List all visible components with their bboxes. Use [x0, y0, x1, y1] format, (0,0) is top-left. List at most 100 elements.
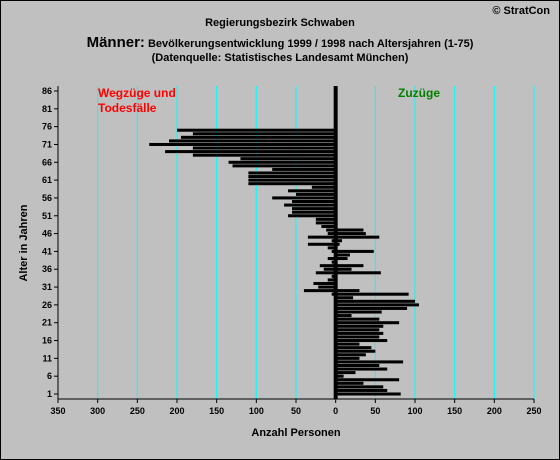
bar-outflow — [284, 203, 336, 207]
bar-outflow — [315, 221, 336, 225]
bar-inflow — [335, 353, 366, 357]
x-tick-label: 100 — [407, 406, 422, 416]
bar-outflow — [248, 182, 336, 186]
y-tick-label: 21 — [42, 318, 52, 328]
y-tick-label: 86 — [42, 86, 52, 96]
bar-outflow — [192, 153, 336, 157]
bar-outflow — [307, 235, 336, 239]
bar-outflow — [272, 167, 336, 171]
y-tick-label: 41 — [42, 246, 52, 256]
bar-inflow — [335, 257, 348, 261]
bar-outflow — [192, 146, 336, 150]
y-tick-label: 46 — [42, 229, 52, 239]
y-tick-label: 26 — [42, 300, 52, 310]
bar-inflow — [335, 296, 354, 300]
bar-outflow — [315, 271, 336, 275]
y-tick-label: 51 — [42, 211, 52, 221]
x-tick-label: 150 — [447, 406, 462, 416]
chart-title-region: Regierungsbezirk Schwaben — [205, 17, 355, 29]
bar-inflow — [335, 342, 360, 346]
bar-inflow — [335, 267, 352, 271]
bar-inflow — [335, 328, 380, 332]
y-tick-label: 56 — [42, 193, 52, 203]
x-tick-label: 50 — [291, 406, 301, 416]
y-axis-label: Alter in Jahren — [18, 204, 30, 282]
bar-outflow — [288, 214, 336, 218]
bar-outflow — [313, 281, 336, 286]
bar-inflow — [335, 339, 388, 343]
bar-inflow — [335, 331, 384, 335]
bar-outflow — [296, 192, 336, 196]
bar-inflow — [335, 253, 350, 257]
bar-outflow — [327, 257, 336, 261]
bar-inflow — [335, 249, 374, 253]
bar-outflow — [315, 217, 336, 221]
bar-inflow — [335, 388, 388, 392]
y-tick-label: 66 — [42, 157, 52, 167]
bar-outflow — [321, 224, 336, 228]
x-tick-label: 100 — [249, 406, 264, 416]
y-tick-label: 71 — [42, 139, 52, 149]
bar-inflow — [335, 371, 356, 375]
bar-inflow — [335, 335, 380, 339]
bar-outflow — [323, 267, 336, 271]
y-tick-label: 6 — [47, 371, 52, 381]
x-tick-label: 200 — [169, 406, 184, 416]
bar-outflow — [248, 175, 336, 179]
bar-inflow — [335, 289, 360, 293]
bar-inflow — [335, 317, 380, 321]
bar-outflow — [318, 285, 336, 289]
right-series-label: Zuzüge — [398, 86, 440, 100]
bar-inflow — [335, 360, 404, 364]
bar-inflow — [335, 363, 380, 367]
bar-outflow — [272, 196, 336, 200]
y-tick-label: 61 — [42, 175, 52, 185]
bar-outflow — [177, 128, 336, 132]
bar-inflow — [335, 232, 366, 236]
copyright-label: © StratCon — [492, 5, 550, 17]
bar-outflow — [292, 207, 336, 211]
y-tick-label: 11 — [42, 353, 52, 363]
x-tick-label: 300 — [90, 406, 105, 416]
bar-outflow — [327, 278, 336, 282]
chart-title-gender: Männer: — [86, 34, 145, 51]
y-tick-label: 16 — [42, 336, 52, 346]
bar-outflow — [165, 150, 336, 154]
x-tick-label: 200 — [487, 406, 502, 416]
bar-inflow — [335, 303, 419, 307]
bar-outflow — [311, 185, 336, 189]
bar-inflow — [335, 378, 400, 382]
bar-inflow — [335, 392, 401, 396]
left-series-label-line2: Todesfälle — [98, 101, 157, 115]
bar-outflow — [248, 178, 336, 182]
left-series-label: Wegzüge und Todesfälle — [98, 86, 176, 116]
bar-outflow — [232, 164, 336, 168]
x-tick-label: 250 — [130, 406, 145, 416]
bar-outflow — [327, 232, 336, 236]
bar-outflow — [228, 160, 336, 164]
bar-outflow — [180, 135, 336, 139]
bar-inflow — [335, 321, 400, 325]
bar-outflow — [292, 210, 336, 214]
bar-inflow — [335, 310, 382, 314]
bar-inflow — [335, 314, 352, 318]
bar-outflow — [248, 171, 336, 175]
y-tick-label: 1 — [47, 389, 52, 399]
bar-inflow — [335, 374, 344, 378]
y-tick-label: 31 — [42, 282, 52, 292]
bar-outflow — [169, 139, 336, 143]
bar-outflow — [149, 142, 336, 146]
bar-inflow — [335, 299, 415, 303]
x-tick-label: 50 — [370, 406, 380, 416]
bar-outflow — [307, 242, 336, 246]
chart-title-subject: Bevölkerungsentwicklung 1999 / 1998 nach… — [144, 38, 474, 50]
bar-outflow — [240, 157, 336, 161]
chart-source-note: (Datenquelle: Statistisches Landesamt Mü… — [151, 52, 409, 64]
x-tick-label: 350 — [50, 406, 65, 416]
bar-inflow — [335, 367, 388, 371]
x-tick-label: 0 — [333, 406, 338, 416]
bar-inflow — [335, 264, 364, 268]
bar-inflow — [335, 324, 384, 328]
bar-inflow — [335, 306, 408, 310]
